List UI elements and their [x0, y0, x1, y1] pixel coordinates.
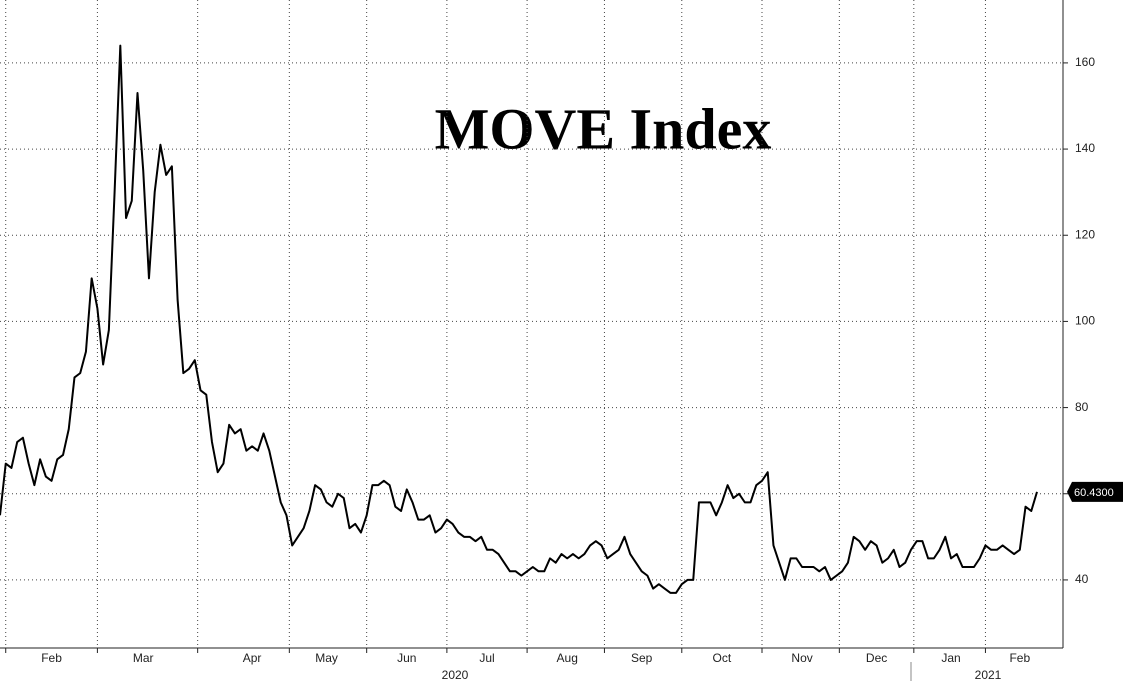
y-tick-label: 80	[1075, 400, 1089, 414]
x-tick-label: Mar	[133, 651, 154, 665]
y-tick-label: 100	[1075, 314, 1095, 328]
x-tick-label: Dec	[866, 651, 887, 665]
chart-title: MOVE Index	[435, 96, 772, 161]
x-tick-label: May	[315, 651, 338, 665]
x-tick-label: Oct	[713, 651, 732, 665]
x-tick-label: Feb	[41, 651, 62, 665]
x-tick-label: Sep	[631, 651, 653, 665]
y-tick-label: 140	[1075, 141, 1095, 155]
x-group-label: 2021	[975, 668, 1002, 681]
x-tick-label: Nov	[791, 651, 812, 665]
x-tick-label: Jan	[941, 651, 960, 665]
current-value-tag	[1067, 481, 1123, 502]
current-value-label: 60.4300	[1074, 487, 1114, 499]
y-tick-label: 120	[1075, 227, 1095, 241]
data-line	[0, 44, 1038, 594]
x-tick-label: Apr	[243, 651, 262, 665]
y-tick-label: 40	[1075, 572, 1089, 586]
x-tick-label: Aug	[557, 651, 578, 665]
x-group-label: 2020	[442, 668, 469, 681]
x-tick-label: Jul	[479, 651, 494, 665]
y-tick-label: 160	[1075, 55, 1095, 69]
x-tick-label: Feb	[1009, 651, 1030, 665]
x-tick-label: Jun	[397, 651, 416, 665]
